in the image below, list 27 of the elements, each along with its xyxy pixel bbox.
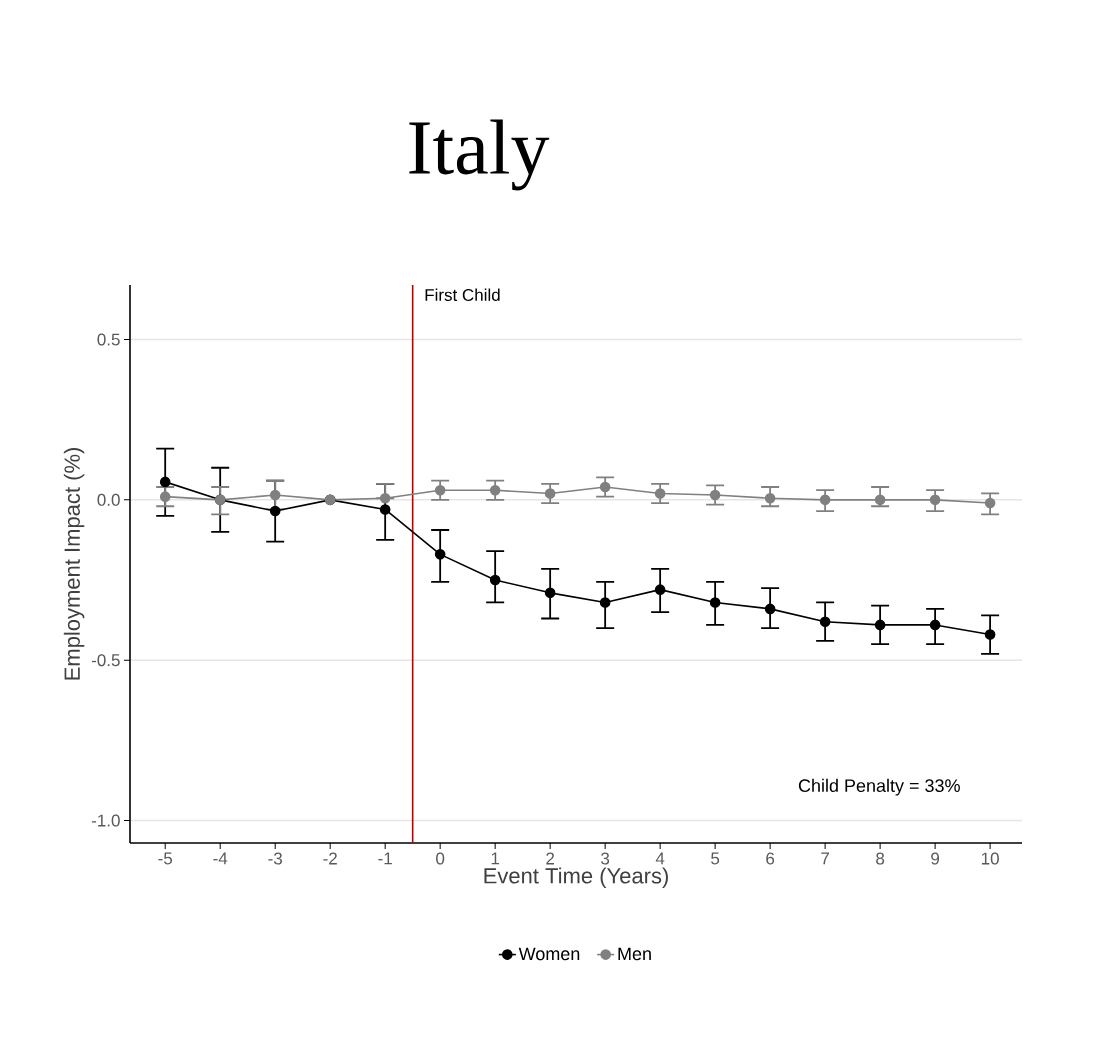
x-tick-label: 2: [546, 852, 555, 865]
ref-line-label: First Child: [425, 288, 500, 302]
x-tick-label: -3: [268, 852, 282, 865]
x-tick-label: -2: [323, 852, 337, 865]
x-tick-label: 6: [766, 852, 775, 865]
y-tick-label: -1.0: [91, 814, 120, 827]
x-tick-label: 10: [981, 852, 999, 865]
chart-title: Italy: [409, 119, 550, 191]
annotation: Child Penalty = 33%: [798, 778, 960, 796]
x-tick-label: -5: [158, 852, 173, 865]
y-tick-label: 0.5: [97, 333, 120, 346]
x-axis-title: Event Time (Years): [484, 867, 668, 888]
x-tick-label: 7: [821, 852, 829, 865]
y-tick-label: 0.0: [97, 493, 120, 506]
y-tick-label: -0.5: [91, 654, 120, 667]
x-tick-label: -1: [378, 852, 392, 865]
x-tick-label: 4: [655, 852, 665, 865]
x-tick-label: 5: [711, 852, 720, 865]
x-tick-label: 1: [491, 852, 500, 865]
x-tick-label: 8: [876, 852, 885, 865]
y-axis-title: Employment Impact (%): [63, 448, 85, 680]
legend-label: Women: [518, 947, 580, 961]
x-tick-label: 3: [601, 852, 610, 865]
legend-label: Men: [618, 947, 651, 961]
x-tick-label: -4: [213, 852, 228, 865]
x-tick-label: 9: [931, 852, 940, 865]
x-tick-label: 0: [436, 852, 445, 865]
